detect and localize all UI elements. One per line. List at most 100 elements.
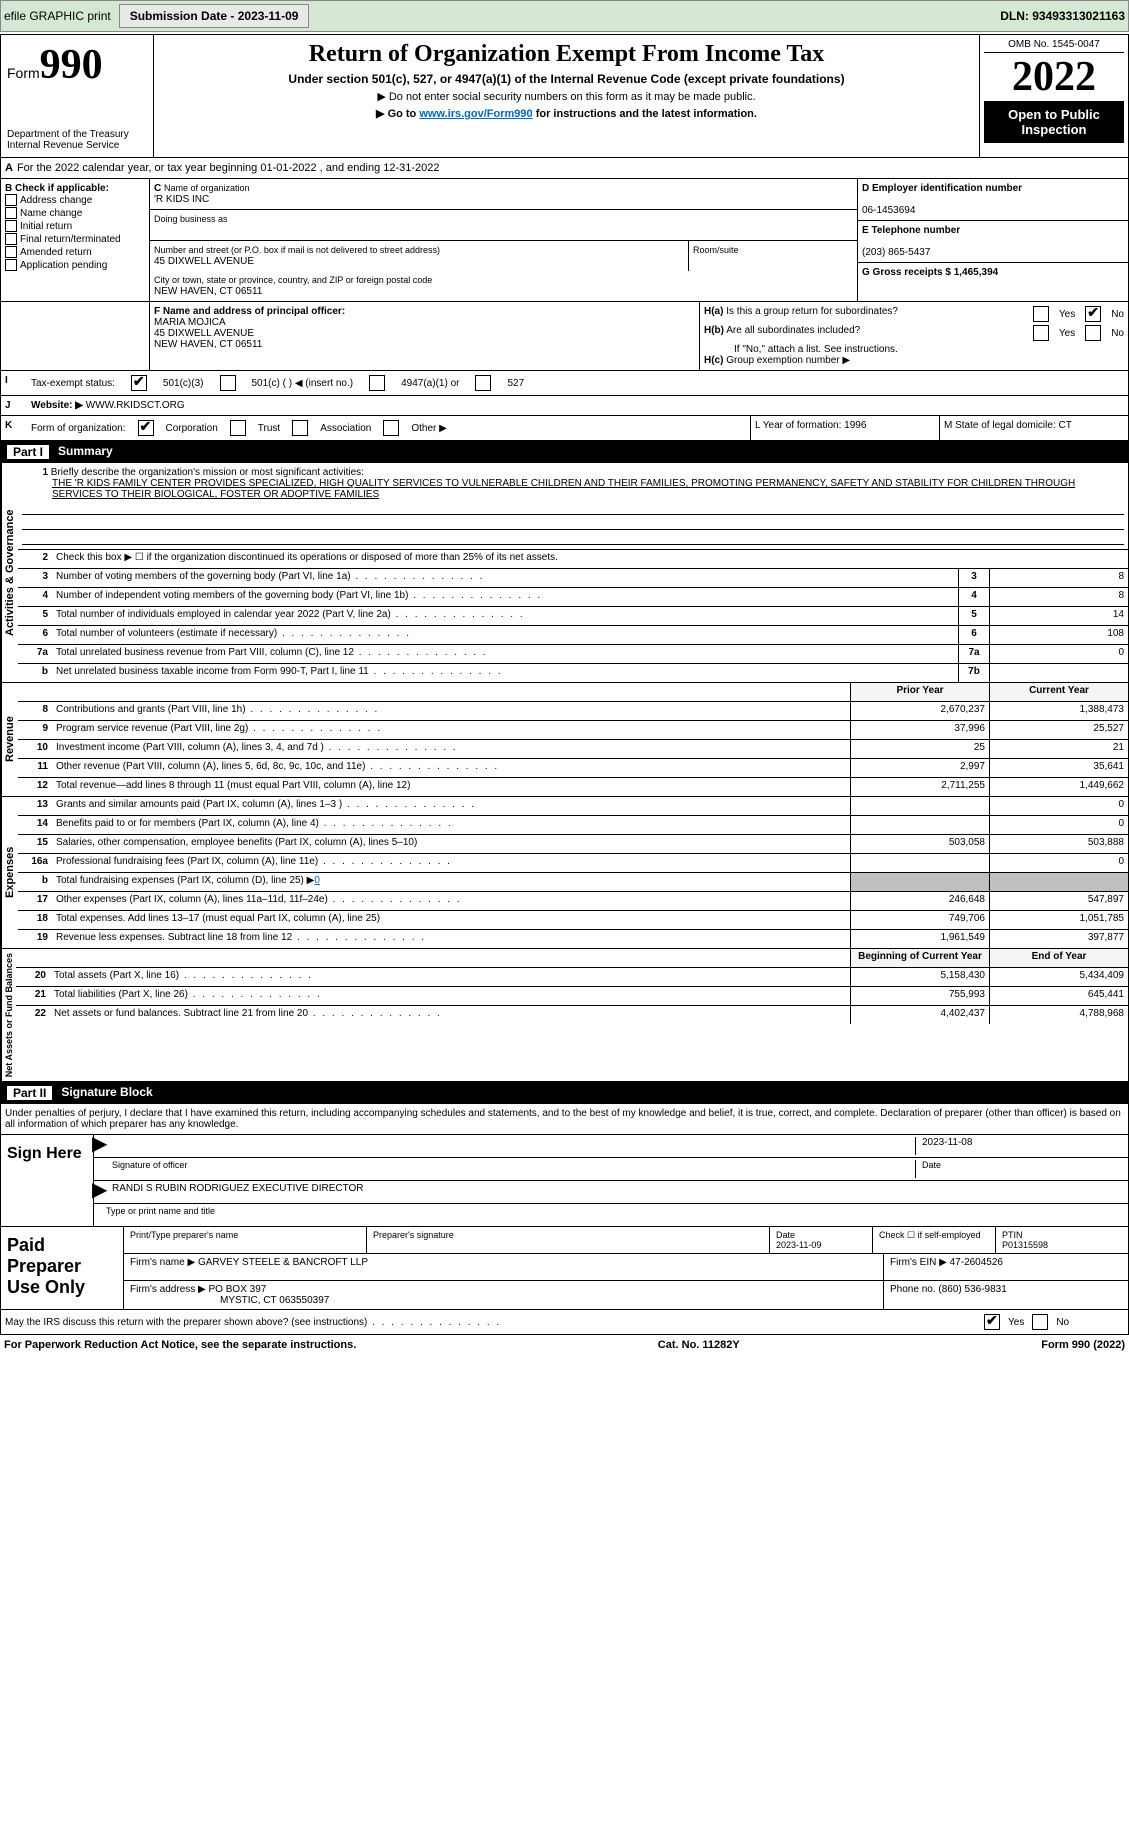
c18: 1,051,785 — [989, 911, 1128, 929]
v7b — [989, 664, 1128, 682]
trust-label: Trust — [258, 423, 280, 434]
name-change-checkbox[interactable] — [5, 207, 17, 219]
sign-here-label: Sign Here — [1, 1135, 93, 1226]
discuss-text: May the IRS discuss this return with the… — [1, 1313, 980, 1332]
yes-label: Yes — [1059, 309, 1075, 320]
dba-label: Doing business as — [154, 214, 228, 224]
p12: 2,711,255 — [850, 778, 989, 796]
address-change-checkbox[interactable] — [5, 194, 17, 206]
l-yof: L Year of formation: 1996 — [750, 416, 939, 440]
p11: 2,997 — [850, 759, 989, 777]
firm-label: Firm's name ▶ — [130, 1257, 195, 1268]
application-pending-checkbox[interactable] — [5, 259, 17, 271]
paid-preparer-label: Paid Preparer Use Only — [1, 1227, 123, 1309]
ha-label: H(a) — [704, 306, 723, 317]
other-checkbox[interactable] — [383, 420, 399, 436]
c13: 0 — [989, 797, 1128, 815]
current-header: Current Year — [989, 683, 1128, 701]
efile-label: efile GRAPHIC print — [4, 9, 111, 23]
c19: 397,877 — [989, 930, 1128, 948]
c8: 1,388,473 — [989, 702, 1128, 720]
firm-phone: (860) 536-9831 — [938, 1284, 1006, 1295]
tax-year: 2022 — [984, 53, 1124, 101]
vert-rev: Revenue — [1, 683, 18, 796]
p18: 749,706 — [850, 911, 989, 929]
s3-desc: Number of voting members of the governin… — [52, 569, 958, 587]
nossn-line: ▶ Do not enter social security numbers o… — [160, 90, 973, 103]
trust-checkbox[interactable] — [230, 420, 246, 436]
s20: Total assets (Part X, line 16) — [50, 968, 850, 986]
p14 — [850, 816, 989, 834]
501c3-checkbox[interactable] — [131, 375, 147, 391]
ha-no-checkbox[interactable] — [1085, 306, 1101, 322]
v3: 8 — [989, 569, 1128, 587]
e-label: E Telephone number — [862, 225, 960, 236]
s17: Other expenses (Part IX, column (A), lin… — [52, 892, 850, 910]
501c-checkbox[interactable] — [220, 375, 236, 391]
s16b-text: Total fundraising expenses (Part IX, col… — [56, 875, 314, 886]
col-d: D Employer identification number06-14536… — [858, 179, 1128, 301]
v16b: 0 — [314, 875, 320, 886]
submission-date-button[interactable]: Submission Date - 2023-11-09 — [119, 4, 310, 28]
no-label2: No — [1111, 328, 1124, 339]
cb-label-3: Final return/terminated — [20, 234, 121, 245]
part1-num: Part I — [6, 444, 50, 460]
s6-desc: Total number of volunteers (estimate if … — [52, 626, 958, 644]
ha-yes-checkbox[interactable] — [1033, 306, 1049, 322]
discuss-yes-checkbox[interactable] — [984, 1314, 1000, 1330]
part2-header: Part II Signature Block — [0, 1082, 1129, 1104]
discuss-no-checkbox[interactable] — [1032, 1314, 1048, 1330]
c14: 0 — [989, 816, 1128, 834]
f-label: F Name and address of principal officer: — [154, 306, 345, 317]
v5: 14 — [989, 607, 1128, 625]
penalty-text: Under penalties of perjury, I declare th… — [0, 1104, 1129, 1135]
header-right: OMB No. 1545-0047 2022 Open to Public In… — [979, 35, 1128, 157]
c-label: C — [154, 183, 161, 194]
phone-label: Phone no. — [890, 1284, 936, 1295]
room-label: Room/suite — [693, 245, 739, 255]
omb-label: OMB No. 1545-0047 — [984, 39, 1124, 53]
discuss-yes: Yes — [1008, 1317, 1024, 1328]
s5-desc: Total number of individuals employed in … — [52, 607, 958, 625]
form-label: Form — [7, 65, 40, 81]
part2-num: Part II — [6, 1085, 53, 1101]
4947-checkbox[interactable] — [369, 375, 385, 391]
officer-name-title: RANDI S RUBIN RODRIGUEZ EXECUTIVE DIRECT… — [100, 1183, 364, 1194]
phone-value: (203) 865-5437 — [862, 247, 930, 258]
part1-header: Part I Summary — [0, 441, 1129, 463]
527-checkbox[interactable] — [475, 375, 491, 391]
s4-desc: Number of independent voting members of … — [52, 588, 958, 606]
s13: Grants and similar amounts paid (Part IX… — [52, 797, 850, 815]
k-label: K — [1, 416, 27, 440]
addr-label: Firm's address ▶ — [130, 1284, 206, 1295]
website-label: Website: ▶ — [31, 400, 83, 411]
m-state: M State of legal domicile: CT — [939, 416, 1128, 440]
c15: 503,888 — [989, 835, 1128, 853]
form-number: 990 — [40, 42, 103, 88]
end-header: End of Year — [989, 949, 1128, 967]
other-label: Other ▶ — [411, 423, 446, 434]
no-label: No — [1111, 309, 1124, 320]
s527-label: 527 — [507, 378, 524, 389]
vert-na: Net Assets or Fund Balances — [1, 949, 16, 1081]
s14: Benefits paid to or for members (Part IX… — [52, 816, 850, 834]
cx-label: 501(c) ( ) ◀ (insert no.) — [252, 378, 354, 389]
ha-text: Is this a group return for subordinates? — [726, 306, 898, 317]
amended-return-checkbox[interactable] — [5, 246, 17, 258]
final-return-checkbox[interactable] — [5, 233, 17, 245]
org-name: 'R KIDS INC — [154, 194, 209, 205]
officer-addr1: 45 DIXWELL AVENUE — [154, 328, 254, 339]
initial-return-checkbox[interactable] — [5, 220, 17, 232]
tax-exempt-label: Tax-exempt status: — [31, 378, 115, 389]
col-h: H(a) Is this a group return for subordin… — [700, 302, 1128, 370]
c10: 21 — [989, 740, 1128, 758]
hb-yes-checkbox[interactable] — [1033, 325, 1049, 341]
assoc-checkbox[interactable] — [292, 420, 308, 436]
hb-no-checkbox[interactable] — [1085, 325, 1101, 341]
goto-link[interactable]: www.irs.gov/Form990 — [419, 108, 532, 120]
discuss-no: No — [1056, 1317, 1069, 1328]
officer-name: MARIA MOJICA — [154, 317, 226, 328]
corp-checkbox[interactable] — [138, 420, 154, 436]
name-org-label: Name of organization — [164, 183, 250, 193]
begin-header: Beginning of Current Year — [850, 949, 989, 967]
